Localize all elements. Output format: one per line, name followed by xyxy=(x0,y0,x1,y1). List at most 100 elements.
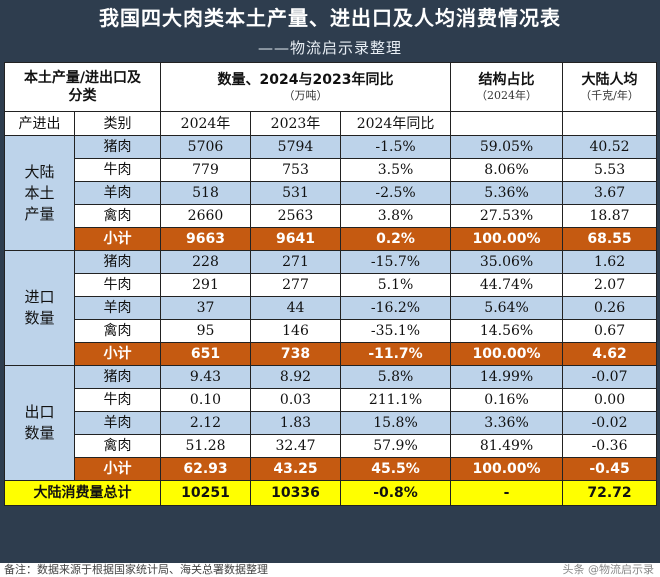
header-row-1: 本土产量/进出口及分类 数量、2024与2023年同比 （万吨） 结构占比 （202… xyxy=(4,62,658,112)
yoy-cell: 5.1% xyxy=(339,273,452,297)
total-row: 大陆消费量总计 10251 10336 -0.8% -72.72 xyxy=(4,480,658,506)
kind-cell: 禽肉 xyxy=(74,434,161,458)
col-yoy-header: 2024年同比 xyxy=(339,111,452,136)
percap-cell: -0.07 xyxy=(562,365,658,389)
y2023-cell: 277 xyxy=(250,273,341,297)
category-header: 本土产量/进出口及分类 xyxy=(4,62,161,112)
watermark: 头条 @物流启示录 xyxy=(562,563,655,576)
yoy-cell: 211.1% xyxy=(339,388,452,412)
y2023-cell: 271 xyxy=(250,250,341,274)
share-cell: 8.06% xyxy=(450,158,564,182)
y2024-cell: 228 xyxy=(160,250,251,274)
table-row: 羊肉 37 44 -16.2% 5.64% 0.26 xyxy=(5,296,658,320)
page-title: 我国四大肉类本土产量、进出口及人均消费情况表 xyxy=(99,6,561,30)
kind-cell: 牛肉 xyxy=(74,273,161,297)
table-row: 羊肉 518 531 -2.5% 5.36% 3.67 xyxy=(5,181,658,205)
kind-cell: 牛肉 xyxy=(74,158,161,182)
y2024-cell: 0.10 xyxy=(160,388,251,412)
footer: 备注：数据来源于根据国家统计局、海关总署数据整理 头条 @物流启示录 xyxy=(0,563,660,577)
yoy-cell: 45.5% xyxy=(339,457,452,481)
share-cell: 27.53% xyxy=(450,204,564,228)
total-label: 大陆消费量总计 xyxy=(4,480,161,506)
share-cell: 59.05% xyxy=(450,135,564,159)
total-y2023-cell: 10336 xyxy=(250,480,341,506)
total-percap-cell: 72.72 xyxy=(562,480,658,506)
kind-cell: 羊肉 xyxy=(74,296,161,320)
y2023-cell: 1.83 xyxy=(250,411,341,435)
percap-cell: 0.67 xyxy=(562,319,658,343)
share-header: 结构占比 （2024年） xyxy=(450,62,564,112)
y2023-cell: 43.25 xyxy=(250,457,341,481)
percap-cell: 4.62 xyxy=(562,342,658,366)
share-cell: 100.00% xyxy=(450,457,564,481)
y2024-cell: 51.28 xyxy=(160,434,251,458)
share-cell: 100.00% xyxy=(450,227,564,251)
yoy-cell: -11.7% xyxy=(339,342,452,366)
kind-cell: 猪肉 xyxy=(74,365,161,389)
qty-header: 数量、2024与2023年同比 （万吨） xyxy=(159,62,452,112)
percap-cell: -0.36 xyxy=(562,434,658,458)
percap-cell: 1.62 xyxy=(562,250,658,274)
share-cell: 44.74% xyxy=(450,273,564,297)
y2024-cell: 9663 xyxy=(160,227,251,251)
subtotal-row: 小计 9663 9641 0.2% 100.00% 68.55 xyxy=(5,227,658,251)
y2024-cell: 37 xyxy=(160,296,251,320)
percap-cell: 0.26 xyxy=(562,296,658,320)
share-cell: 0.16% xyxy=(450,388,564,412)
y2024-cell: 291 xyxy=(160,273,251,297)
header-row-2: 产进出 类别 2024年 2023年 2024年同比 xyxy=(4,111,658,136)
table-row: 大陆本土产量 猪肉 5706 5794 -1.5% 59.05% 40.52 xyxy=(4,135,658,251)
yoy-cell: 15.8% xyxy=(339,411,452,435)
col-2023-header: 2023年 xyxy=(250,111,341,136)
kind-cell: 羊肉 xyxy=(74,411,161,435)
percap-header: 大陆人均 （千克/年） xyxy=(562,62,658,112)
table-row: 禽肉 95 146 -35.1% 14.56% 0.67 xyxy=(5,319,658,343)
col-type-header: 产进出 xyxy=(4,111,75,136)
share-cell: 14.56% xyxy=(450,319,564,343)
y2024-cell: 2660 xyxy=(160,204,251,228)
kind-cell: 禽肉 xyxy=(74,319,161,343)
table-row: 进口数量 猪肉 228 271 -15.7% 35.06% 1.62 xyxy=(4,250,658,366)
percap-cell: 18.87 xyxy=(562,204,658,228)
y2023-cell: 531 xyxy=(250,181,341,205)
yoy-cell: -15.7% xyxy=(339,250,452,274)
share-cell: 14.99% xyxy=(450,365,564,389)
percap-cell: 3.67 xyxy=(562,181,658,205)
percap-cell: 5.53 xyxy=(562,158,658,182)
page-subtitle: ——物流启示录整理 xyxy=(257,39,402,57)
y2023-cell: 44 xyxy=(250,296,341,320)
yoy-cell: -16.2% xyxy=(339,296,452,320)
group-label: 大陆本土产量 xyxy=(4,135,75,251)
yoy-cell: -1.5% xyxy=(339,135,452,159)
group-label: 进口数量 xyxy=(4,250,75,366)
yoy-cell: 57.9% xyxy=(339,434,452,458)
percap-cell: 40.52 xyxy=(562,135,658,159)
y2023-cell: 9641 xyxy=(250,227,341,251)
col-kind-header: 类别 xyxy=(74,111,161,136)
y2023-cell: 2563 xyxy=(250,204,341,228)
y2024-cell: 5706 xyxy=(160,135,251,159)
share-cell: 35.06% xyxy=(450,250,564,274)
y2024-cell: 9.43 xyxy=(160,365,251,389)
kind-cell: 小计 xyxy=(74,227,161,251)
kind-cell: 猪肉 xyxy=(74,135,161,159)
table-row: 出口数量 猪肉 9.43 8.92 5.8% 14.99% -0.07 xyxy=(4,365,658,481)
y2024-cell: 779 xyxy=(160,158,251,182)
y2024-cell: 518 xyxy=(160,181,251,205)
table-row: 羊肉 2.12 1.83 15.8% 3.36% -0.02 xyxy=(5,411,658,435)
table-row: 牛肉 0.10 0.03 211.1% 0.16% 0.00 xyxy=(5,388,658,412)
y2024-cell: 2.12 xyxy=(160,411,251,435)
meat-table: 本土产量/进出口及分类 数量、2024与2023年同比 （万吨） 结构占比 （202… xyxy=(4,62,658,506)
percap-cell: -0.45 xyxy=(562,457,658,481)
kind-cell: 小计 xyxy=(74,342,161,366)
y2023-cell: 738 xyxy=(250,342,341,366)
yoy-cell: 5.8% xyxy=(339,365,452,389)
table-row: 禽肉 51.28 32.47 57.9% 81.49% -0.36 xyxy=(5,434,658,458)
y2024-cell: 95 xyxy=(160,319,251,343)
total-share-cell: - xyxy=(450,480,564,506)
y2023-cell: 32.47 xyxy=(250,434,341,458)
col-2024-header: 2024年 xyxy=(160,111,251,136)
share-cell: 81.49% xyxy=(450,434,564,458)
yoy-cell: -35.1% xyxy=(339,319,452,343)
